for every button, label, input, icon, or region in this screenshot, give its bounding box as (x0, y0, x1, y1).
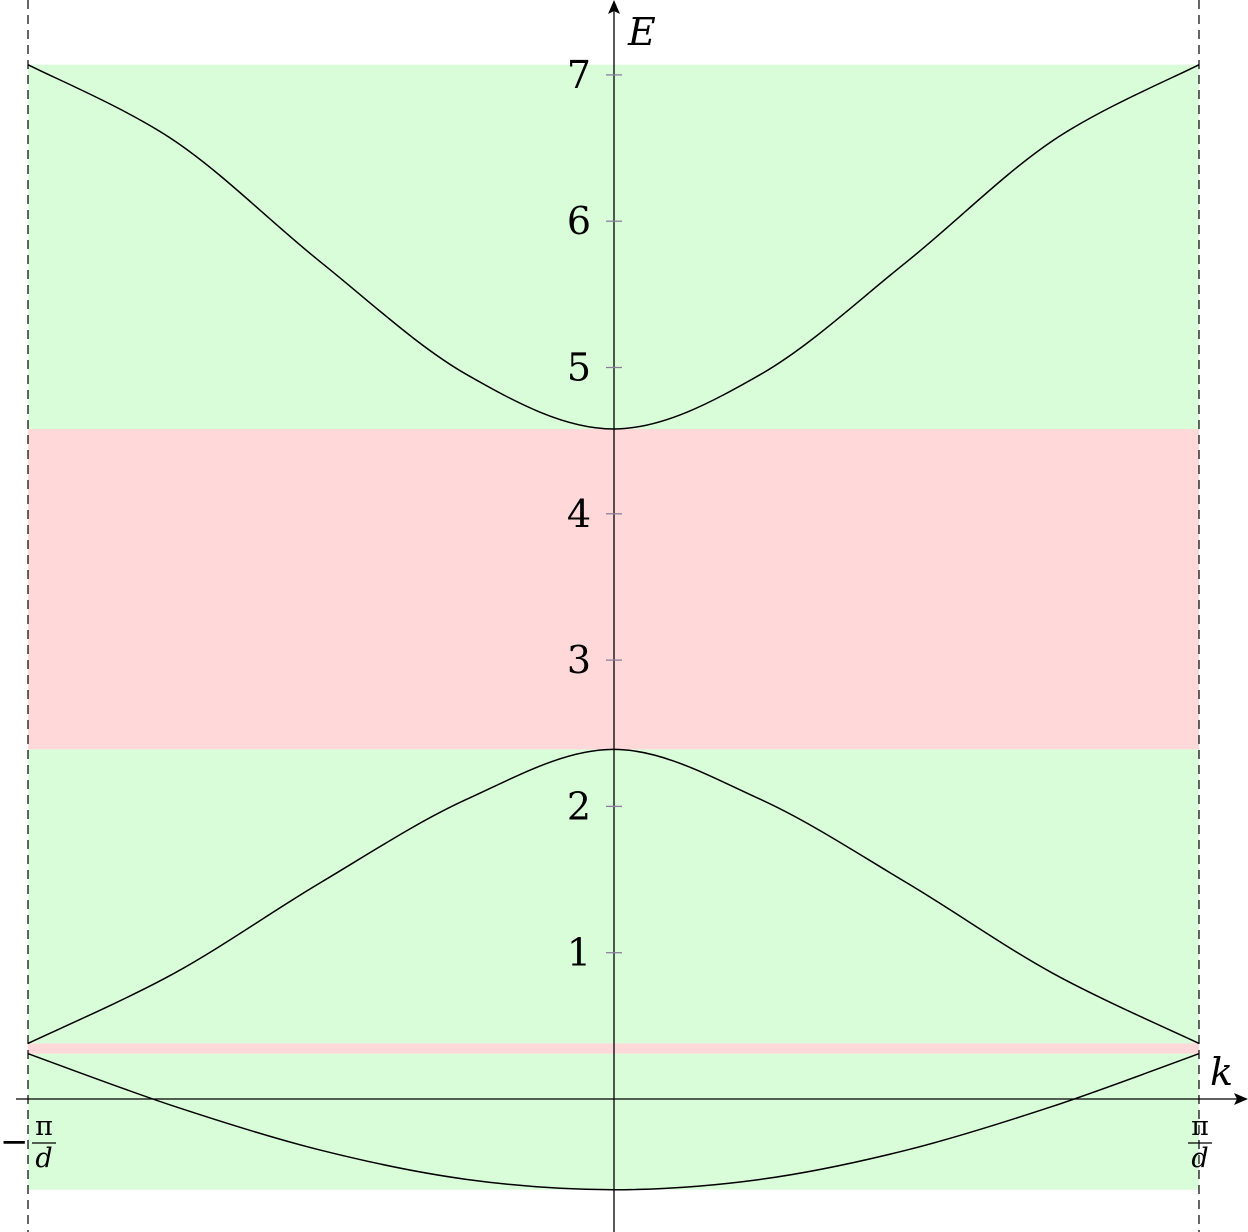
x-tick-left-denominator: d (35, 1143, 52, 1174)
zone-boundaries (27, 0, 1200, 1232)
y-tick-label-1: 1 (567, 931, 591, 975)
x-tick-left-sign: − (0, 1122, 29, 1162)
y-tick-label-4: 4 (567, 492, 591, 536)
x-tick-left: − π d (0, 1111, 56, 1174)
y-tick-label-3: 3 (567, 638, 591, 682)
y-ticks: 1 2 3 4 5 6 7 (567, 53, 622, 975)
y-axis-arrowhead (608, 0, 620, 14)
y-axis-label: E (627, 10, 656, 54)
x-tick-right-denominator: d (1191, 1143, 1208, 1174)
y-tick-label-2: 2 (567, 784, 591, 828)
x-tick-right: π d (1188, 1111, 1212, 1174)
y-tick-label-5: 5 (567, 346, 591, 390)
x-tick-left-numerator: π (35, 1111, 53, 1142)
x-tick-right-numerator: π (1191, 1111, 1209, 1142)
axes (16, 0, 1248, 1232)
y-tick-label-6: 6 (567, 199, 591, 243)
x-axis-arrowhead (1234, 1093, 1248, 1105)
y-tick-label-7: 7 (567, 53, 591, 97)
x-axis-label: k (1210, 1050, 1233, 1094)
